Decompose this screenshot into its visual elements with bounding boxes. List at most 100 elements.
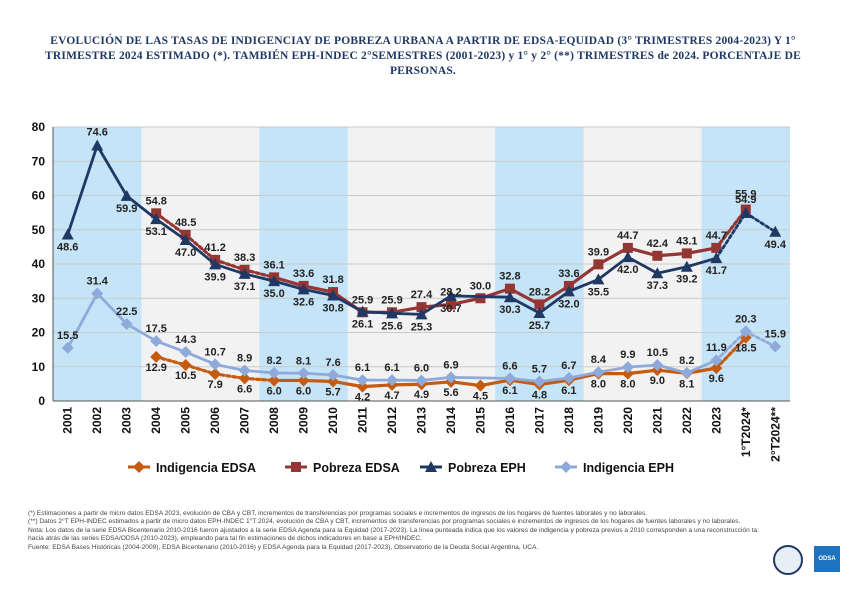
marker-diamond [592, 366, 605, 379]
data-label: 47.0 [175, 247, 196, 259]
y-tick-label: 80 [32, 120, 46, 134]
data-label: 35.5 [588, 286, 609, 298]
x-tick-label: 2019 [591, 407, 605, 434]
data-label: 6.6 [502, 360, 517, 372]
data-label: 53.1 [145, 226, 166, 238]
marker-diamond [150, 350, 163, 363]
data-label: 9.9 [620, 349, 635, 361]
marker-diamond [562, 372, 575, 385]
series-segment [655, 265, 689, 275]
marker-diamond [150, 335, 163, 348]
data-label: 39.9 [204, 271, 225, 283]
data-label: 74.6 [87, 126, 108, 138]
marker-diamond [356, 374, 369, 387]
data-label: 8.4 [591, 354, 607, 366]
marker-diamond [268, 366, 281, 379]
data-label: 22.5 [116, 306, 137, 318]
series-segment [272, 279, 305, 291]
data-label: 7.6 [325, 357, 340, 369]
marker-diamond [621, 361, 634, 374]
series-segment [744, 330, 777, 348]
data-label: 54.9 [735, 194, 756, 206]
series-pobreza-eph [61, 139, 782, 320]
marker-diamond [120, 317, 133, 330]
marker-diamond [297, 367, 310, 380]
x-tick-label: 2001 [61, 407, 75, 434]
data-label: 4.9 [414, 389, 429, 401]
data-label: 44.7 [706, 230, 727, 242]
y-tick-label: 0 [38, 394, 45, 408]
data-label: 6.0 [414, 362, 429, 374]
marker-triangle [621, 251, 634, 263]
series-segment [184, 350, 217, 366]
marker-triangle [209, 258, 222, 270]
data-label: 39.2 [676, 274, 697, 286]
data-label: 8.0 [620, 379, 635, 391]
marker-square [445, 299, 456, 310]
data-label: 6.0 [266, 385, 281, 397]
x-tick-label: 2011 [356, 407, 370, 433]
marker-square [711, 242, 722, 253]
legend-label: Indigencia EDSA [156, 461, 256, 475]
marker-diamond [297, 374, 310, 387]
footnote-2: (**) Datos 2°T EPH-INDEC estimados a par… [28, 518, 741, 526]
data-label: 39.9 [588, 246, 609, 258]
marker-diamond [560, 461, 572, 473]
marker-diamond [327, 368, 340, 381]
series-segment [714, 211, 748, 260]
marker-triangle [268, 275, 281, 287]
data-label: 8.1 [296, 355, 311, 367]
marker-square [504, 283, 515, 294]
data-label: 48.6 [57, 242, 78, 254]
data-label: 30.8 [322, 303, 343, 315]
marker-triangle [327, 289, 340, 301]
data-label: 25.9 [381, 294, 402, 306]
data-label: 5.6 [443, 387, 458, 399]
data-label: 4.5 [473, 391, 488, 403]
data-label: 14.3 [175, 334, 196, 346]
data-label: 5.7 [532, 363, 547, 375]
marker-diamond [327, 375, 340, 388]
marker-diamond [769, 340, 782, 353]
x-tick-label: 2006 [208, 407, 222, 434]
footnote-1: (*) Estimaciones a partir de micro datos… [28, 510, 648, 517]
data-label: 54.8 [145, 195, 166, 207]
marker-diamond [415, 374, 428, 387]
series-segment [714, 207, 748, 250]
series-segment [655, 363, 689, 375]
data-label: 10.5 [647, 347, 668, 359]
data-label: 42.4 [647, 238, 669, 250]
data-label: 33.6 [293, 268, 314, 280]
marker-diamond [503, 372, 516, 385]
data-label: 18.5 [735, 343, 756, 355]
data-label: 30.3 [499, 304, 520, 316]
data-label: 9.6 [709, 373, 724, 385]
y-tick-label: 30 [32, 291, 46, 305]
y-tick-label: 20 [32, 326, 46, 340]
marker-diamond [209, 358, 222, 371]
footnote-4: Fuente: EDSA Bases Históricas (2004-2009… [28, 543, 539, 551]
data-label: 49.4 [765, 239, 787, 251]
x-tick-label: 2014 [444, 407, 458, 434]
x-tick-label: 2008 [267, 407, 281, 434]
legend-label: Pobreza EDSA [313, 461, 400, 475]
marker-triangle [739, 206, 752, 218]
x-tick-label: 2018 [562, 407, 576, 434]
marker-triangle [425, 461, 437, 472]
marker-diamond [268, 374, 281, 387]
data-label: 4.8 [532, 390, 547, 402]
marker-diamond [238, 372, 251, 385]
data-label: 7.9 [207, 379, 222, 391]
series-segment [66, 144, 99, 236]
series-segment [390, 311, 423, 316]
data-label: 48.5 [175, 217, 196, 229]
data-label: 15.5 [57, 330, 78, 342]
data-label: 42.0 [617, 264, 638, 276]
x-tick-label: 2022 [680, 407, 694, 434]
marker-diamond [444, 371, 457, 384]
marker-triangle [61, 228, 74, 240]
marker-diamond [739, 325, 752, 338]
marker-diamond [356, 380, 369, 393]
marker-diamond [386, 374, 399, 387]
y-tick-label: 40 [32, 257, 46, 271]
